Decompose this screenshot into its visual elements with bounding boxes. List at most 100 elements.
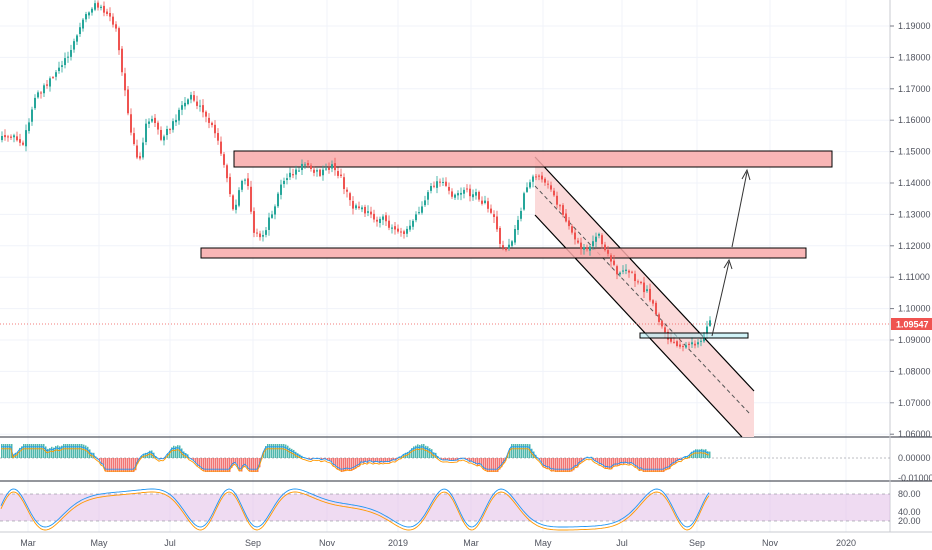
macd-bar — [179, 445, 181, 458]
price-axis[interactable]: 1.19000 1.18000 1.17000 1.16000 1.15000 1.140… — [890, 21, 931, 439]
macd-bar — [553, 458, 555, 472]
candle-body — [523, 193, 525, 210]
arrow-path-2 — [731, 171, 748, 248]
candle-body — [286, 178, 288, 181]
candle-body — [100, 6, 102, 8]
macd-bar — [231, 458, 233, 468]
macd-bar — [447, 458, 449, 461]
candle-body — [295, 169, 297, 175]
candle-body — [4, 135, 6, 138]
candle-body — [598, 233, 600, 236]
time-axis[interactable]: Mar May Jul Sep Nov 2019 Mar May Jul Sep Nov 2020 — [20, 538, 856, 548]
candle-body — [490, 208, 492, 213]
candle-body — [370, 211, 372, 215]
candle-body — [436, 181, 438, 188]
time-axis-label: Nov — [319, 538, 336, 548]
projection-arrows[interactable] — [711, 168, 751, 337]
candle-body — [133, 133, 135, 145]
time-axis-label: May — [90, 538, 108, 548]
candle-body — [652, 300, 654, 304]
candle-body — [160, 129, 162, 140]
macd-bar — [211, 458, 213, 472]
macd-bar — [663, 458, 665, 472]
macd-bar — [639, 458, 641, 472]
candle-body — [85, 14, 87, 20]
macd-bar — [173, 445, 175, 458]
candle-body — [334, 163, 336, 171]
arrow-head-1-icon — [723, 258, 733, 270]
macd-bar — [563, 458, 565, 472]
price-axis-label: 1.18000 — [898, 52, 931, 62]
stoch-axis-label: 80.00 — [898, 489, 921, 499]
candle-body — [64, 58, 66, 66]
candle-body — [349, 193, 351, 201]
descending-channel[interactable] — [535, 157, 754, 437]
stoch-axis-label: 20.00 — [898, 516, 921, 526]
macd-bar — [345, 458, 347, 472]
time-axis-label: 2019 — [388, 538, 408, 548]
macd-bar — [429, 448, 431, 458]
macd-bar — [481, 458, 483, 466]
resistance-zone[interactable] — [233, 150, 833, 168]
macd-bar — [127, 458, 129, 472]
candle-body — [37, 92, 39, 98]
candle-body — [415, 214, 417, 221]
candle-body — [43, 85, 45, 94]
macd-bar — [631, 458, 633, 464]
time-axis-label: Sep — [689, 538, 705, 548]
candle-body — [52, 77, 54, 79]
candle-body — [442, 181, 444, 183]
candle-body — [289, 172, 291, 178]
macd-bar — [123, 458, 125, 472]
macd-bar — [331, 458, 333, 463]
candle-body — [325, 168, 327, 170]
macd-bar — [131, 458, 133, 472]
macd-bar — [379, 458, 381, 464]
candle-body — [694, 343, 696, 346]
candle-body — [682, 346, 684, 348]
macd-bar — [511, 444, 513, 458]
macd-bar — [171, 447, 173, 458]
macd-bar — [571, 458, 573, 472]
macd-bar — [401, 456, 403, 458]
candle-body — [610, 255, 612, 262]
candle-body — [418, 212, 420, 214]
candle-body — [529, 182, 531, 188]
macd-bar — [5, 444, 7, 458]
candle-body — [421, 206, 423, 213]
candle-body — [508, 244, 510, 249]
candle-body — [154, 117, 156, 124]
candle-body — [406, 228, 408, 234]
price-axis-label: 1.14000 — [898, 178, 931, 188]
candle-body — [466, 188, 468, 190]
macd-bar — [581, 458, 583, 462]
candle-body — [109, 12, 111, 17]
candle-body — [400, 231, 402, 233]
macd-bar — [515, 444, 517, 458]
candle-body — [31, 109, 33, 122]
candle-body — [475, 192, 477, 196]
candle-body — [607, 250, 609, 254]
macd-bar — [269, 444, 271, 458]
candle-body — [13, 135, 15, 138]
price-axis-label: 1.17000 — [898, 84, 931, 94]
breakout-box[interactable] — [639, 332, 749, 339]
candle-body — [247, 178, 249, 186]
macd-bar — [499, 458, 501, 470]
candle-body — [676, 341, 678, 347]
candle-body — [628, 270, 630, 273]
channel-upper-line[interactable] — [534, 156, 755, 392]
price-axis-label: 1.19000 — [898, 21, 931, 31]
price-axis-label: 1.07000 — [898, 398, 931, 408]
support-zone[interactable] — [200, 247, 807, 259]
macd-bar — [709, 451, 711, 458]
candle-body — [427, 192, 429, 200]
macd-bar — [547, 458, 549, 470]
macd-bar — [495, 458, 497, 472]
candle-body — [313, 169, 315, 173]
macd-bar — [561, 458, 563, 472]
candle-body — [181, 105, 183, 110]
macd-bar — [633, 458, 635, 465]
